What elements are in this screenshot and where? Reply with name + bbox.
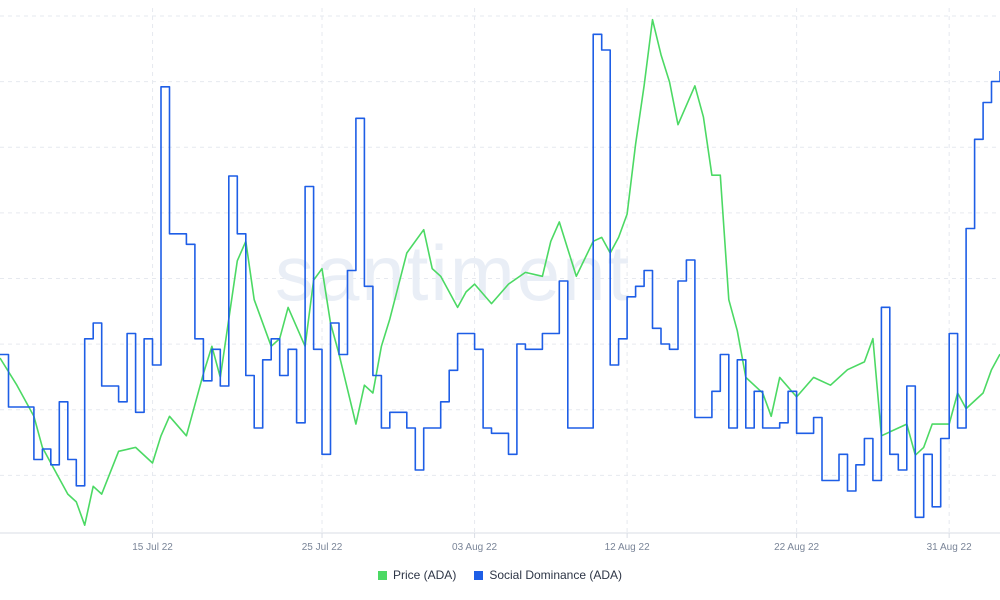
series-line-price bbox=[0, 18, 1000, 526]
legend-label-social-dominance: Social Dominance (ADA) bbox=[489, 568, 623, 582]
legend-item-price[interactable]: Price (ADA) bbox=[377, 568, 457, 582]
legend-swatch-price bbox=[377, 570, 387, 580]
x-tick-label: 31 Aug 22 bbox=[927, 542, 972, 553]
series-line-social-dominance bbox=[0, 33, 1000, 519]
x-tick-label: 22 Aug 22 bbox=[774, 542, 819, 553]
series-layer bbox=[0, 18, 1000, 526]
legend-swatch-social-dominance bbox=[474, 570, 484, 580]
x-tick-label: 12 Aug 22 bbox=[605, 542, 650, 553]
chart-legend: Price (ADA) Social Dominance (ADA) bbox=[0, 568, 1000, 582]
x-tick-label: 25 Jul 22 bbox=[302, 542, 343, 553]
x-tick-label: 15 Jul 22 bbox=[132, 542, 173, 553]
legend-item-social-dominance[interactable]: Social Dominance (ADA) bbox=[474, 568, 622, 582]
grid-layer bbox=[0, 8, 1000, 533]
watermark-text: santiment bbox=[275, 229, 631, 317]
chart-svg: santiment 15 Jul 22 25 Jul 22 03 Aug 22 12 … bbox=[0, 8, 1000, 553]
axis-layer: 15 Jul 22 25 Jul 22 03 Aug 22 12 Aug 22 22 A… bbox=[0, 532, 1000, 553]
x-tick-label: 03 Aug 22 bbox=[452, 542, 497, 553]
legend-label-price: Price (ADA) bbox=[392, 568, 457, 582]
